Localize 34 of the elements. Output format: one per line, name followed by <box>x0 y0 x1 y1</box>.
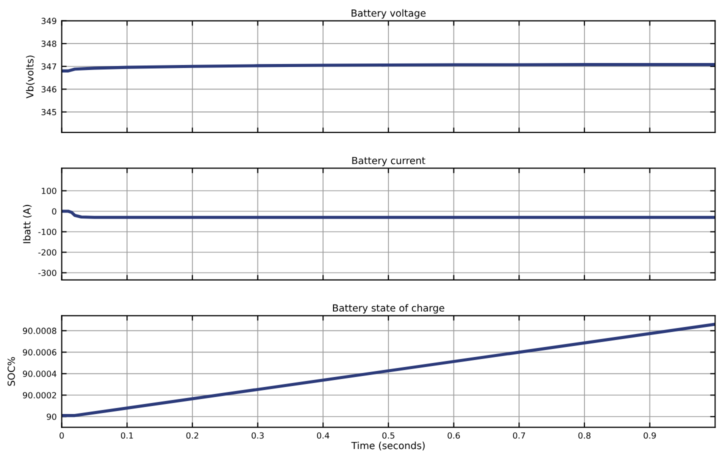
y-tick-label: -100 <box>38 228 56 236</box>
y-tick-label: -300 <box>38 270 56 276</box>
chart-title: Battery state of charge <box>333 304 444 314</box>
y-axis-title: Ibatt (A) <box>22 204 32 244</box>
x-tick-label: 0.9 <box>644 432 656 439</box>
y-tick-label: -200 <box>38 249 56 256</box>
line-series <box>62 63 716 72</box>
y-tick-label: 90.0006 <box>22 349 56 356</box>
x-tick-label: 0.8 <box>578 432 590 439</box>
x-tick-label: 0.5 <box>382 432 394 439</box>
x-tick-label: 0.2 <box>186 432 198 439</box>
y-tick-label: 346 <box>42 86 56 92</box>
x-tick-label: 0.3 <box>252 432 264 439</box>
y-tick-label: 348 <box>42 40 56 47</box>
x-tick-label: 0 <box>60 432 64 439</box>
line-series <box>62 210 716 219</box>
x-tick-label: 0.7 <box>513 432 526 439</box>
x-tick-label: 0.4 <box>316 432 330 439</box>
chart-title: Battery voltage <box>352 9 426 19</box>
x-axis-title: Time (seconds) <box>351 442 425 450</box>
x-tick-label: 0.1 <box>120 432 133 439</box>
y-tick-label: 0 <box>52 208 56 215</box>
y-tick-label: 90.0004 <box>22 370 56 377</box>
y-axis-title: SOC% <box>8 357 15 386</box>
y-tick-label: 90.0008 <box>22 328 56 334</box>
y-axis-title: Vb(volts) <box>26 56 35 98</box>
chart-title: Battery current <box>352 156 426 166</box>
x-tick-label: 0.6 <box>448 432 460 439</box>
y-tick-label: 90.0002 <box>22 392 56 398</box>
y-tick-label: 347 <box>42 63 56 70</box>
y-tick-label: 90 <box>46 414 56 420</box>
y-tick-label: 349 <box>42 18 56 24</box>
y-tick-label: 100 <box>42 188 56 194</box>
y-tick-label: 345 <box>42 108 56 116</box>
